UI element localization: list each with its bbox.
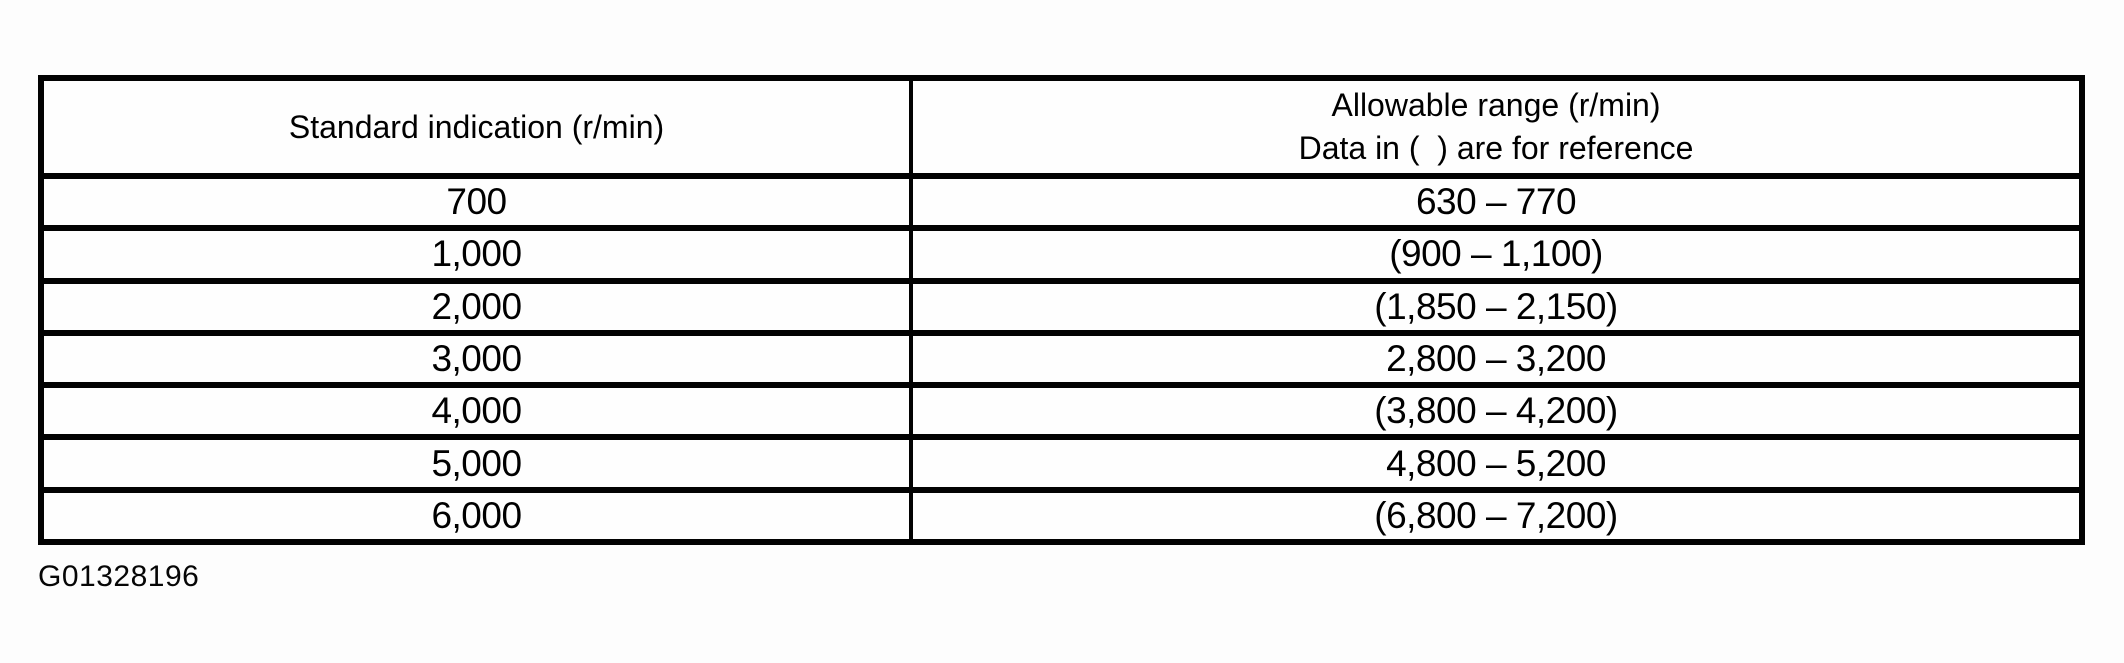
column-header-standard-indication: Standard indication (r/min) xyxy=(39,75,913,179)
cell-standard-indication: 4,000 xyxy=(39,382,913,441)
rpm-specification-table: Standard indication (r/min) Allowable ra… xyxy=(38,75,2085,546)
table-row: 1,000 (900 – 1,100) xyxy=(39,225,2084,284)
cell-allowable-range: 2,800 – 3,200 xyxy=(909,329,2084,389)
table-row: 3,000 2,800 – 3,200 xyxy=(39,329,2084,389)
table-row: 700 630 – 770 xyxy=(39,172,2084,232)
table-row: 2,000 (1,850 – 2,150) xyxy=(39,277,2084,336)
cell-allowable-range: (1,850 – 2,150) xyxy=(909,277,2084,336)
column-header-range-line1: Allowable range (r/min) xyxy=(1331,87,1661,123)
cell-standard-indication: 700 xyxy=(39,172,913,232)
column-header-standard-label: Standard indication (r/min) xyxy=(288,108,665,145)
table-row: 5,000 4,800 – 5,200 xyxy=(39,434,2084,493)
column-header-range-line2: Data in ( ) are for reference xyxy=(1298,130,1694,166)
cell-standard-indication: 5,000 xyxy=(39,434,913,493)
table-row: 6,000 (6,800 – 7,200) xyxy=(39,486,2084,546)
cell-standard-indication: 3,000 xyxy=(39,329,913,389)
table-header-row: Standard indication (r/min) Allowable ra… xyxy=(39,75,2084,179)
cell-allowable-range: 630 – 770 xyxy=(909,172,2084,232)
cell-allowable-range: (3,800 – 4,200) xyxy=(909,382,2084,441)
cell-allowable-range: (900 – 1,100) xyxy=(909,225,2084,284)
column-header-allowable-range: Allowable range (r/min) Data in ( ) are … xyxy=(909,75,2084,179)
cell-allowable-range: (6,800 – 7,200) xyxy=(909,486,2084,546)
cell-standard-indication: 1,000 xyxy=(39,225,913,284)
figure-code: G01328196 xyxy=(38,560,200,593)
cell-allowable-range: 4,800 – 5,200 xyxy=(909,434,2084,493)
cell-standard-indication: 2,000 xyxy=(39,277,913,336)
table-body: 700 630 – 770 1,000 (900 – 1,100) 2,000 … xyxy=(39,172,2084,546)
cell-standard-indication: 6,000 xyxy=(39,486,913,546)
table-row: 4,000 (3,800 – 4,200) xyxy=(39,382,2084,441)
table-row: Standard indication (r/min) Allowable ra… xyxy=(39,75,2084,179)
